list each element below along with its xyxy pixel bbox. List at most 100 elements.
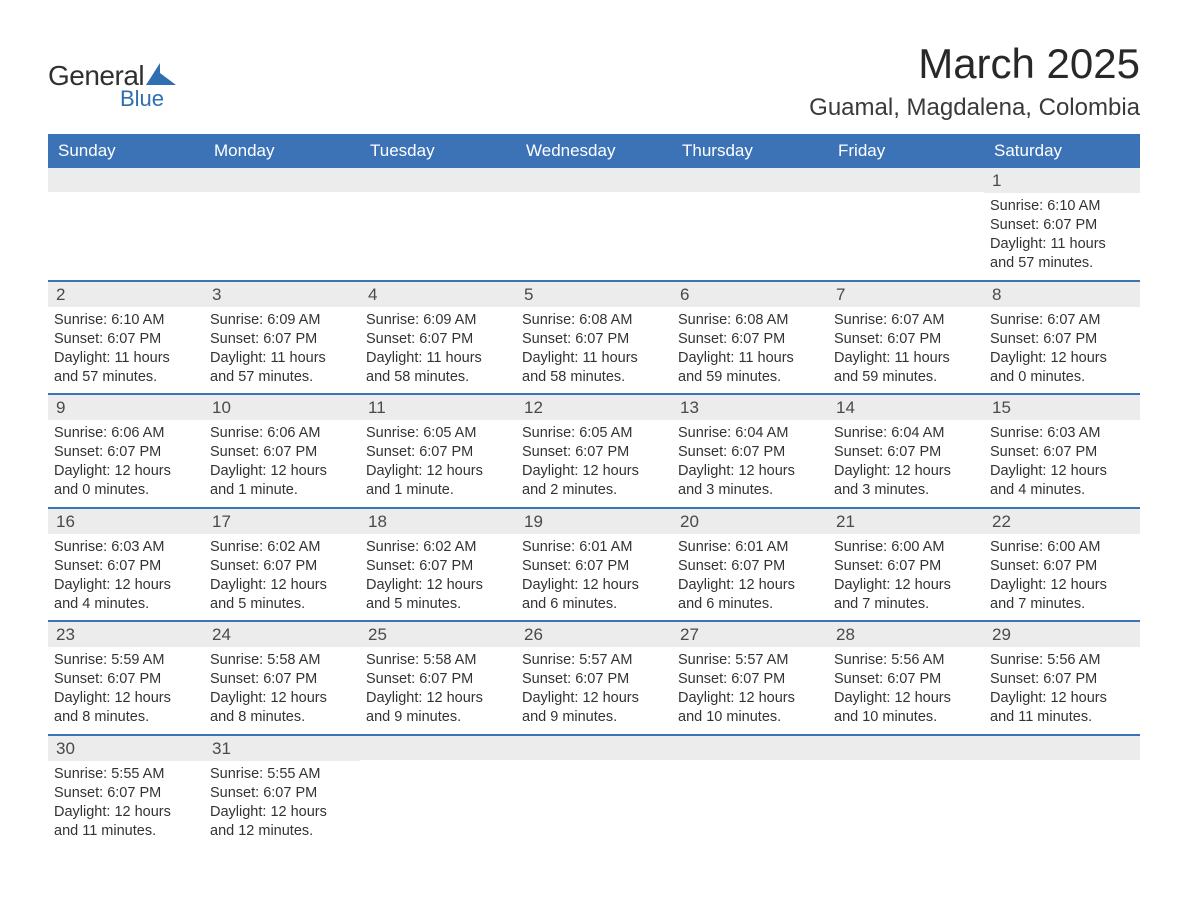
day-number: 8 <box>984 282 1140 307</box>
day-number <box>984 736 1140 760</box>
sunrise-text: Sunrise: 6:06 AM <box>54 424 198 443</box>
sunset-text: Sunset: 6:07 PM <box>54 670 198 689</box>
daylight-text: Daylight: 12 hours and 6 minutes. <box>678 576 822 614</box>
sunrise-text: Sunrise: 5:55 AM <box>210 765 354 784</box>
sunrise-text: Sunrise: 5:57 AM <box>522 651 666 670</box>
day-number: 16 <box>48 509 204 534</box>
sunset-text: Sunset: 6:07 PM <box>990 330 1134 349</box>
sunset-text: Sunset: 6:07 PM <box>678 443 822 462</box>
sunrise-text: Sunrise: 6:10 AM <box>990 197 1134 216</box>
calendar: Sunday Monday Tuesday Wednesday Thursday… <box>48 134 1140 847</box>
sunset-text: Sunset: 6:07 PM <box>522 330 666 349</box>
day-number: 2 <box>48 282 204 307</box>
day-body: Sunrise: 5:59 AMSunset: 6:07 PMDaylight:… <box>48 647 204 734</box>
sunset-text: Sunset: 6:07 PM <box>834 670 978 689</box>
week-row: 30 Sunrise: 5:55 AMSunset: 6:07 PMDayligh… <box>48 736 1140 848</box>
sunset-text: Sunset: 6:07 PM <box>522 557 666 576</box>
sunset-text: Sunset: 6:07 PM <box>210 784 354 803</box>
daylight-text: Daylight: 11 hours and 59 minutes. <box>678 349 822 387</box>
logo: General Blue <box>48 40 176 112</box>
sunset-text: Sunset: 6:07 PM <box>54 443 198 462</box>
sunrise-text: Sunrise: 6:02 AM <box>210 538 354 557</box>
day-number <box>672 168 828 192</box>
sunset-text: Sunset: 6:07 PM <box>54 330 198 349</box>
sunset-text: Sunset: 6:07 PM <box>54 557 198 576</box>
day-body: Sunrise: 6:05 AMSunset: 6:07 PMDaylight:… <box>360 420 516 507</box>
sunrise-text: Sunrise: 5:58 AM <box>366 651 510 670</box>
sunset-text: Sunset: 6:07 PM <box>678 557 822 576</box>
daylight-text: Daylight: 12 hours and 4 minutes. <box>54 576 198 614</box>
day-body: Sunrise: 5:58 AMSunset: 6:07 PMDaylight:… <box>204 647 360 734</box>
day-cell: 12Sunrise: 6:05 AMSunset: 6:07 PMDayligh… <box>516 395 672 507</box>
sunset-text: Sunset: 6:07 PM <box>522 443 666 462</box>
day-cell: 28Sunrise: 5:56 AMSunset: 6:07 PMDayligh… <box>828 622 984 734</box>
day-cell <box>360 736 516 848</box>
daylight-text: Daylight: 12 hours and 12 minutes. <box>210 803 354 841</box>
day-cell: 8Sunrise: 6:07 AMSunset: 6:07 PMDaylight… <box>984 282 1140 394</box>
daylight-text: Daylight: 11 hours and 59 minutes. <box>834 349 978 387</box>
day-cell: 9Sunrise: 6:06 AMSunset: 6:07 PMDaylight… <box>48 395 204 507</box>
day-number: 28 <box>828 622 984 647</box>
day-body: Sunrise: 6:04 AMSunset: 6:07 PMDaylight:… <box>828 420 984 507</box>
header: General Blue March 2025 Guamal, Magdalen… <box>48 40 1140 122</box>
day-cell: 13Sunrise: 6:04 AMSunset: 6:07 PMDayligh… <box>672 395 828 507</box>
daylight-text: Daylight: 12 hours and 7 minutes. <box>990 576 1134 614</box>
sunset-text: Sunset: 6:07 PM <box>834 443 978 462</box>
sunrise-text: Sunrise: 6:02 AM <box>366 538 510 557</box>
day-body: Sunrise: 6:07 AMSunset: 6:07 PMDaylight:… <box>984 307 1140 394</box>
day-number: 27 <box>672 622 828 647</box>
day-cell <box>204 168 360 280</box>
sunset-text: Sunset: 6:07 PM <box>366 557 510 576</box>
logo-text-blue: Blue <box>120 86 164 112</box>
day-body <box>360 192 516 270</box>
day-number: 5 <box>516 282 672 307</box>
day-body: Sunrise: 6:03 AMSunset: 6:07 PMDaylight:… <box>48 534 204 621</box>
sunrise-text: Sunrise: 6:06 AM <box>210 424 354 443</box>
day-cell: 14Sunrise: 6:04 AMSunset: 6:07 PMDayligh… <box>828 395 984 507</box>
day-number: 21 <box>828 509 984 534</box>
daylight-text: Daylight: 12 hours and 6 minutes. <box>522 576 666 614</box>
sunrise-text: Sunrise: 6:03 AM <box>54 538 198 557</box>
daylight-text: Daylight: 12 hours and 11 minutes. <box>990 689 1134 727</box>
day-number: 29 <box>984 622 1140 647</box>
sunset-text: Sunset: 6:07 PM <box>210 670 354 689</box>
sunrise-text: Sunrise: 6:04 AM <box>834 424 978 443</box>
weekday-header: Saturday <box>984 134 1140 168</box>
daylight-text: Daylight: 12 hours and 8 minutes. <box>210 689 354 727</box>
day-cell <box>984 736 1140 848</box>
day-cell <box>828 168 984 280</box>
week-row: 1Sunrise: 6:10 AMSunset: 6:07 PMDaylight… <box>48 168 1140 282</box>
day-body: Sunrise: 5:57 AMSunset: 6:07 PMDaylight:… <box>672 647 828 734</box>
sunrise-text: Sunrise: 5:59 AM <box>54 651 198 670</box>
day-number: 10 <box>204 395 360 420</box>
weekday-header: Tuesday <box>360 134 516 168</box>
day-number: 4 <box>360 282 516 307</box>
sunrise-text: Sunrise: 6:00 AM <box>834 538 978 557</box>
sunset-text: Sunset: 6:07 PM <box>990 557 1134 576</box>
weekday-header-row: Sunday Monday Tuesday Wednesday Thursday… <box>48 134 1140 168</box>
weekday-header: Friday <box>828 134 984 168</box>
daylight-text: Daylight: 12 hours and 2 minutes. <box>522 462 666 500</box>
sunrise-text: Sunrise: 5:58 AM <box>210 651 354 670</box>
sunset-text: Sunset: 6:07 PM <box>366 330 510 349</box>
day-cell <box>516 736 672 848</box>
sunset-text: Sunset: 6:07 PM <box>522 670 666 689</box>
day-number: 13 <box>672 395 828 420</box>
day-body: Sunrise: 5:56 AMSunset: 6:07 PMDaylight:… <box>828 647 984 734</box>
sunrise-text: Sunrise: 6:07 AM <box>834 311 978 330</box>
daylight-text: Daylight: 12 hours and 3 minutes. <box>834 462 978 500</box>
day-number: 30 <box>48 736 204 761</box>
day-body <box>672 192 828 270</box>
day-body <box>48 192 204 270</box>
day-number: 7 <box>828 282 984 307</box>
day-cell: 16Sunrise: 6:03 AMSunset: 6:07 PMDayligh… <box>48 509 204 621</box>
day-cell: 6Sunrise: 6:08 AMSunset: 6:07 PMDaylight… <box>672 282 828 394</box>
sunrise-text: Sunrise: 6:00 AM <box>990 538 1134 557</box>
sunrise-text: Sunrise: 5:56 AM <box>834 651 978 670</box>
daylight-text: Daylight: 12 hours and 1 minute. <box>210 462 354 500</box>
daylight-text: Daylight: 12 hours and 0 minutes. <box>990 349 1134 387</box>
day-cell: 26Sunrise: 5:57 AMSunset: 6:07 PMDayligh… <box>516 622 672 734</box>
daylight-text: Daylight: 11 hours and 57 minutes. <box>54 349 198 387</box>
day-body: Sunrise: 6:05 AMSunset: 6:07 PMDaylight:… <box>516 420 672 507</box>
day-cell: 2Sunrise: 6:10 AMSunset: 6:07 PMDaylight… <box>48 282 204 394</box>
